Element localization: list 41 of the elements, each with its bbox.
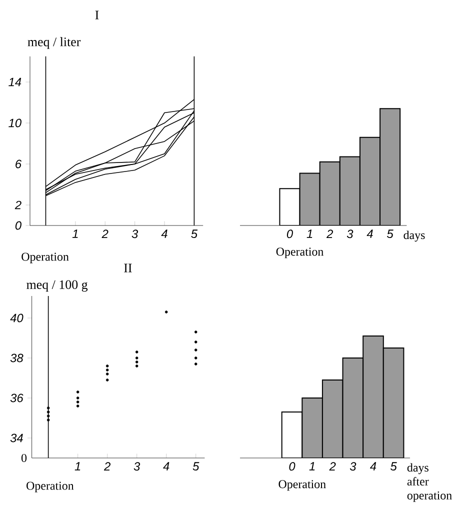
y-tick-label: 0	[15, 221, 22, 230]
x-tick-label: 5	[192, 462, 200, 471]
x-tick-label: 4	[163, 462, 170, 470]
y-tick-label: 38	[10, 354, 24, 362]
x-tick-label: 2	[326, 230, 334, 238]
y-axis-title: meq / liter	[28, 37, 81, 49]
x-tick-label: 4	[366, 230, 373, 238]
text: Operation	[276, 248, 324, 258]
x-tick-label: 4	[161, 230, 168, 238]
text: Operation	[22, 252, 69, 264]
y-tick-label: 40	[10, 314, 24, 322]
chart-title: I	[95, 10, 99, 20]
x-tick-label: 1	[309, 462, 315, 470]
y-tick-label: 36	[10, 394, 24, 402]
y-tick-label: 14	[8, 78, 22, 86]
x-tick-label: 4	[370, 462, 376, 470]
x-tick-label: 5	[386, 230, 394, 238]
text: Operation	[26, 482, 74, 492]
y-tick-label: 6	[16, 160, 22, 168]
y-axis-title: meq / 100 g	[26, 280, 88, 292]
x-tick-label: 3	[132, 230, 138, 238]
x-tick-label: 3	[134, 462, 140, 471]
x-tick-label: 2	[329, 462, 336, 471]
y-tick-label: 2	[14, 200, 22, 210]
x-tick-label: 3	[346, 230, 354, 238]
x-tick-label: 3	[350, 462, 356, 471]
text: Operation	[278, 480, 326, 491]
x-tick-label: 1	[74, 462, 80, 470]
x-tick-label: 1	[306, 230, 312, 238]
x-axis-title: days	[404, 230, 425, 242]
y-tick-label: 10	[8, 118, 22, 128]
x-tick-label: 5	[191, 230, 198, 238]
x-axis-title: days after operation	[407, 463, 452, 502]
x-tick-label: 2	[104, 462, 110, 471]
chart-title: II	[124, 264, 132, 272]
x-tick-label: 2	[102, 230, 108, 238]
x-tick-label: 5	[390, 462, 397, 471]
y-tick-label: 34	[10, 434, 23, 442]
x-tick-label: 0	[289, 462, 296, 471]
x-tick-label: 0	[286, 230, 293, 238]
x-tick-label: 1	[72, 230, 78, 238]
